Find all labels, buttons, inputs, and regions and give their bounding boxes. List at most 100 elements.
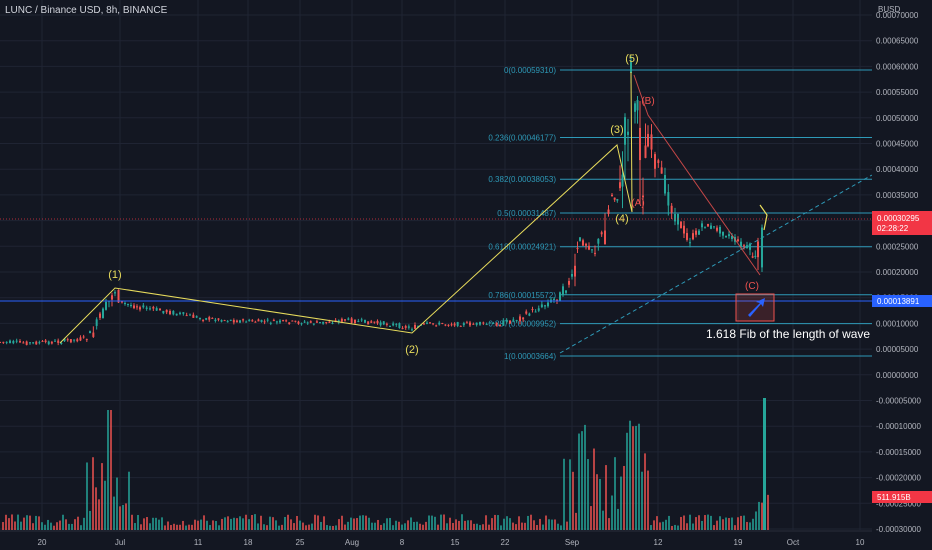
volume-bar — [629, 420, 631, 530]
volume-bar — [701, 520, 703, 530]
volume-bar — [644, 453, 646, 530]
candle-body — [370, 321, 373, 323]
candle-body — [604, 230, 606, 245]
volume-bar — [287, 514, 289, 530]
volume-bar — [305, 525, 307, 530]
volume-bar — [740, 515, 742, 530]
volume-bar — [761, 502, 763, 530]
candle-body — [525, 311, 528, 314]
wave-recent-line — [759, 204, 768, 231]
candle-body — [607, 209, 610, 214]
candle-body — [248, 319, 251, 322]
volume-bar — [542, 524, 544, 530]
symbol-title[interactable]: LUNC / Binance USD, 8h, BINANCE — [5, 5, 168, 16]
price-candles — [0, 56, 763, 346]
candle-body — [411, 329, 413, 331]
volume-bar — [371, 522, 373, 530]
volume-bar — [320, 521, 322, 530]
volume-bar — [734, 525, 736, 530]
volume-bar — [71, 523, 73, 530]
candle-body — [670, 205, 673, 213]
volume-bar — [221, 518, 223, 530]
candle-body — [404, 326, 407, 328]
corrective-label: (C) — [745, 281, 759, 292]
candle-body — [534, 311, 537, 313]
candle-body — [5, 341, 8, 343]
candle-body — [707, 224, 709, 227]
candle-body — [512, 319, 515, 321]
volume-bar — [35, 515, 37, 530]
volume-bar — [626, 432, 628, 530]
time-tick-label: Jul — [115, 538, 125, 547]
volume-bar — [647, 470, 649, 530]
volume-bar — [503, 518, 505, 530]
volume-bar — [482, 524, 484, 530]
volume-bar — [623, 465, 625, 530]
volume-bar — [212, 520, 214, 530]
volume-bar — [479, 525, 481, 530]
candle-body — [597, 238, 600, 244]
candle-body — [294, 320, 297, 322]
volume-bar — [581, 431, 583, 530]
candle-body — [149, 308, 151, 310]
candle-body — [450, 324, 453, 326]
volume-bar — [314, 514, 316, 530]
fib-retracement[interactable]: 0(0.00059310) 0.236(0.00046177) 0.382(0.00… — [488, 66, 873, 361]
candle-body — [435, 325, 438, 327]
volume-bar — [467, 520, 469, 530]
candle-body — [522, 317, 525, 320]
volume-bar — [677, 525, 679, 530]
volume-bar — [68, 523, 70, 530]
candle-body — [600, 232, 603, 235]
volume-bar — [539, 518, 541, 530]
candle-body — [162, 310, 165, 314]
volume-bar — [632, 426, 634, 530]
volume-bar — [98, 499, 100, 530]
volume-bar — [695, 517, 697, 530]
candle-body — [159, 308, 161, 311]
volume-bar — [86, 462, 88, 530]
candle-body — [105, 301, 107, 310]
candle-body — [269, 322, 272, 324]
candle-body — [208, 317, 211, 320]
volume-bar — [257, 523, 259, 530]
time-axis[interactable]: 20 Jul 11 18 25 Aug 8 15 22 Sep 12 19 Oct 10 — [0, 530, 872, 547]
volume-bar — [566, 521, 568, 530]
volume-bar — [197, 520, 199, 530]
candle-body — [263, 321, 266, 323]
volume-bar — [227, 516, 229, 530]
volume-bar — [125, 503, 127, 530]
candle-body — [515, 320, 518, 322]
volume-bar — [155, 517, 157, 530]
volume-bar — [41, 522, 43, 530]
candle-body — [469, 322, 471, 326]
volume-bar — [377, 519, 379, 530]
volume-bar — [293, 523, 295, 530]
corrective-label: (B) — [641, 96, 654, 107]
volume-bar — [494, 514, 496, 530]
volume-bar — [548, 519, 550, 530]
drawings[interactable]: (1) (2) (3) (4) (5) (A) (B) (C) 1.618 Fib of the… — [0, 53, 872, 356]
candle-body — [495, 322, 498, 326]
volume-bar — [656, 516, 658, 530]
volume-bar — [668, 515, 670, 530]
candle-body — [57, 340, 60, 343]
volume-bar — [500, 525, 502, 530]
volume-bar — [233, 517, 235, 530]
horizontal-line-label: 0.00013891 — [877, 297, 920, 306]
volume-bar — [419, 523, 421, 530]
candle-body — [751, 256, 754, 258]
volume-bar — [296, 515, 298, 530]
price-tick-label: 0.00060000 — [876, 62, 919, 71]
volume-bar — [95, 487, 97, 530]
time-tick-label: Sep — [565, 538, 580, 547]
candle-body — [254, 321, 257, 323]
candle-body — [152, 306, 155, 309]
volume-bar — [26, 515, 28, 530]
wave-corrective-line — [633, 74, 761, 276]
volume-bar — [353, 518, 355, 530]
candle-body — [509, 320, 511, 324]
volume-bar — [152, 517, 154, 530]
